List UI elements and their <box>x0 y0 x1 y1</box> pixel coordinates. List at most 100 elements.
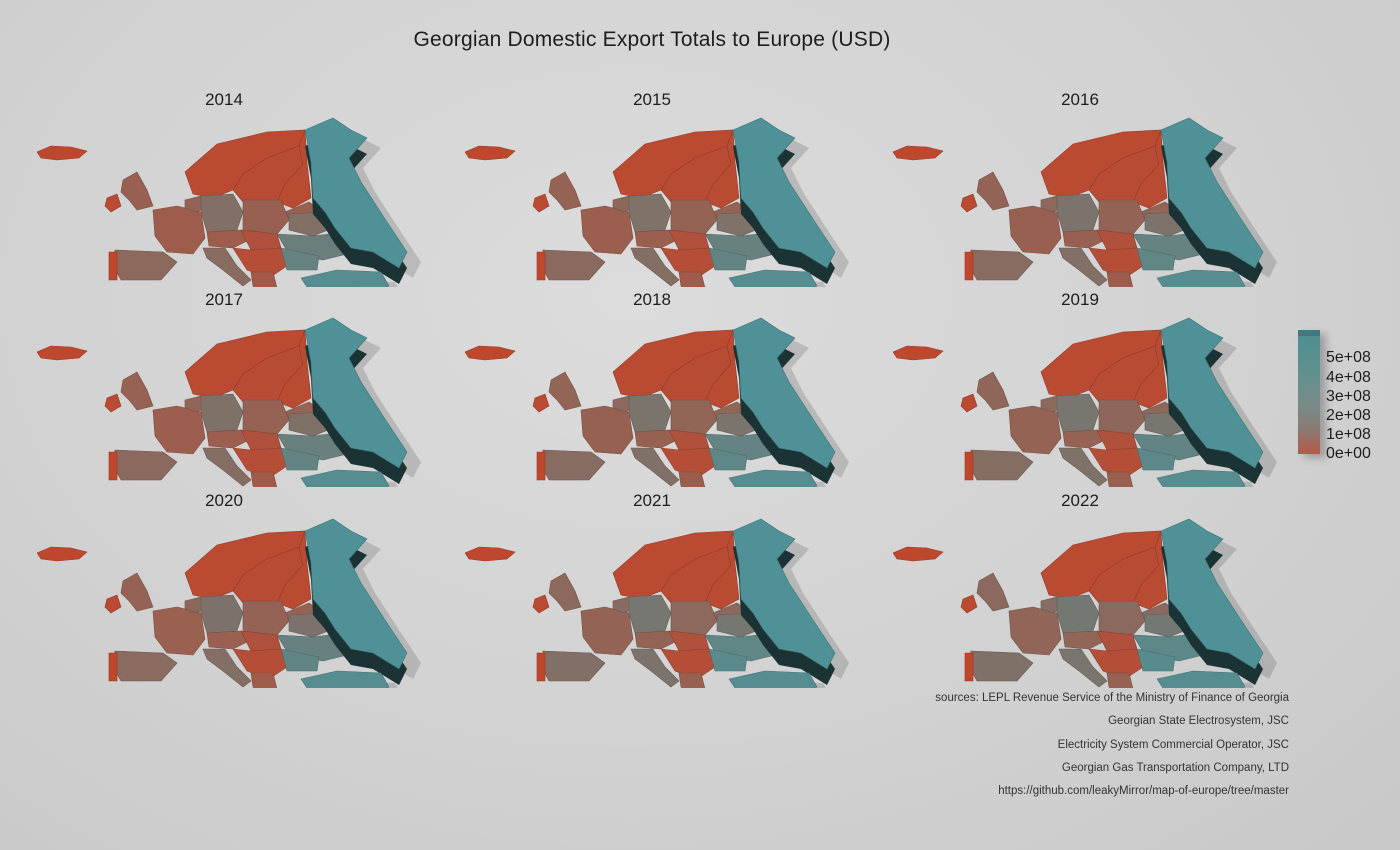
country-spain <box>112 449 178 481</box>
country-turkey <box>1156 469 1246 487</box>
country-germany <box>628 393 672 433</box>
source-line: Georgian Gas Transportation Company, LTD <box>1061 761 1289 774</box>
country-portugal <box>964 251 974 281</box>
europe-map <box>465 518 849 688</box>
map-panel-2014: 2014 <box>37 90 467 287</box>
panel-year-label: 2020 <box>205 491 243 510</box>
color-legend: 5e+08 4e+08 3e+08 2e+08 1e+08 0e+00 <box>1296 330 1400 462</box>
country-poland <box>1098 600 1146 636</box>
country-uk <box>548 371 582 411</box>
country-poland <box>1098 199 1146 235</box>
europe-map <box>893 518 1277 688</box>
country-greece <box>250 271 278 287</box>
country-ireland <box>532 393 550 413</box>
country-greece <box>1106 471 1134 487</box>
country-germany <box>1056 594 1100 634</box>
panel-year-label: 2019 <box>1061 290 1099 309</box>
country-italy <box>1058 247 1108 287</box>
country-poland <box>670 600 718 636</box>
country-russia <box>304 317 408 469</box>
legend-tick-label: 4e+08 <box>1326 369 1371 386</box>
country-ireland <box>104 594 122 614</box>
country-spain <box>540 650 606 682</box>
panel-year-label: 2015 <box>633 90 671 109</box>
legend-color-bar <box>1298 330 1320 454</box>
country-uk <box>120 371 154 411</box>
country-czaut <box>1062 229 1106 249</box>
country-spain <box>968 650 1034 682</box>
country-uk <box>976 171 1010 211</box>
country-france <box>1008 205 1062 255</box>
country-uk <box>120 572 154 612</box>
country-turkey <box>300 269 390 287</box>
country-greece <box>678 271 706 287</box>
panel-year-label: 2014 <box>205 90 243 109</box>
panel-year-label: 2016 <box>1061 90 1099 109</box>
country-france <box>152 606 206 656</box>
country-iceland <box>465 145 516 161</box>
country-turkey <box>1156 670 1246 688</box>
country-romania <box>280 648 320 672</box>
country-greece <box>250 471 278 487</box>
country-iceland <box>465 345 516 361</box>
country-portugal <box>108 251 118 281</box>
map-panel-2022: 2022 <box>893 491 1323 688</box>
country-greece <box>250 672 278 688</box>
country-czaut <box>206 630 250 650</box>
europe-map <box>893 317 1277 487</box>
country-uk <box>976 572 1010 612</box>
country-france <box>580 205 634 255</box>
country-spain <box>112 249 178 281</box>
country-turkey <box>300 469 390 487</box>
country-spain <box>968 449 1034 481</box>
panel-year-label: 2021 <box>633 491 671 510</box>
country-czaut <box>634 630 678 650</box>
country-portugal <box>964 652 974 682</box>
country-russia <box>304 518 408 670</box>
country-italy <box>630 447 680 487</box>
country-portugal <box>108 652 118 682</box>
country-italy <box>630 247 680 287</box>
country-iceland <box>893 145 944 161</box>
country-turkey <box>728 670 818 688</box>
europe-map <box>37 117 421 287</box>
europe-map <box>37 518 421 688</box>
country-poland <box>242 399 290 435</box>
country-ireland <box>532 594 550 614</box>
country-uk <box>976 371 1010 411</box>
country-portugal <box>108 451 118 481</box>
country-russia <box>732 518 836 670</box>
country-ireland <box>532 193 550 213</box>
europe-map <box>893 117 1277 287</box>
country-turkey <box>728 469 818 487</box>
europe-map <box>465 317 849 487</box>
country-poland <box>1098 399 1146 435</box>
country-france <box>152 205 206 255</box>
country-czaut <box>634 429 678 449</box>
country-turkey <box>1156 269 1246 287</box>
chart-title: Georgian Domestic Export Totals to Europ… <box>413 28 891 51</box>
source-line: https://github.com/leakyMirror/map-of-eu… <box>998 785 1289 798</box>
country-greece <box>1106 271 1134 287</box>
country-poland <box>670 399 718 435</box>
country-germany <box>1056 193 1100 233</box>
country-portugal <box>536 451 546 481</box>
country-czaut <box>206 229 250 249</box>
country-germany <box>628 594 672 634</box>
country-germany <box>200 594 244 634</box>
country-romania <box>280 247 320 271</box>
country-poland <box>670 199 718 235</box>
country-poland <box>242 600 290 636</box>
country-ireland <box>960 193 978 213</box>
country-iceland <box>893 345 944 361</box>
legend-tick-label: 2e+08 <box>1326 407 1371 424</box>
europe-map <box>465 117 849 287</box>
country-france <box>580 606 634 656</box>
map-panel-2021: 2021 <box>465 491 895 688</box>
country-italy <box>1058 648 1108 688</box>
country-russia <box>304 117 408 269</box>
map-panel-2015: 2015 <box>465 90 895 287</box>
country-iceland <box>37 345 88 361</box>
country-greece <box>1106 672 1134 688</box>
panel-year-label: 2018 <box>633 290 671 309</box>
